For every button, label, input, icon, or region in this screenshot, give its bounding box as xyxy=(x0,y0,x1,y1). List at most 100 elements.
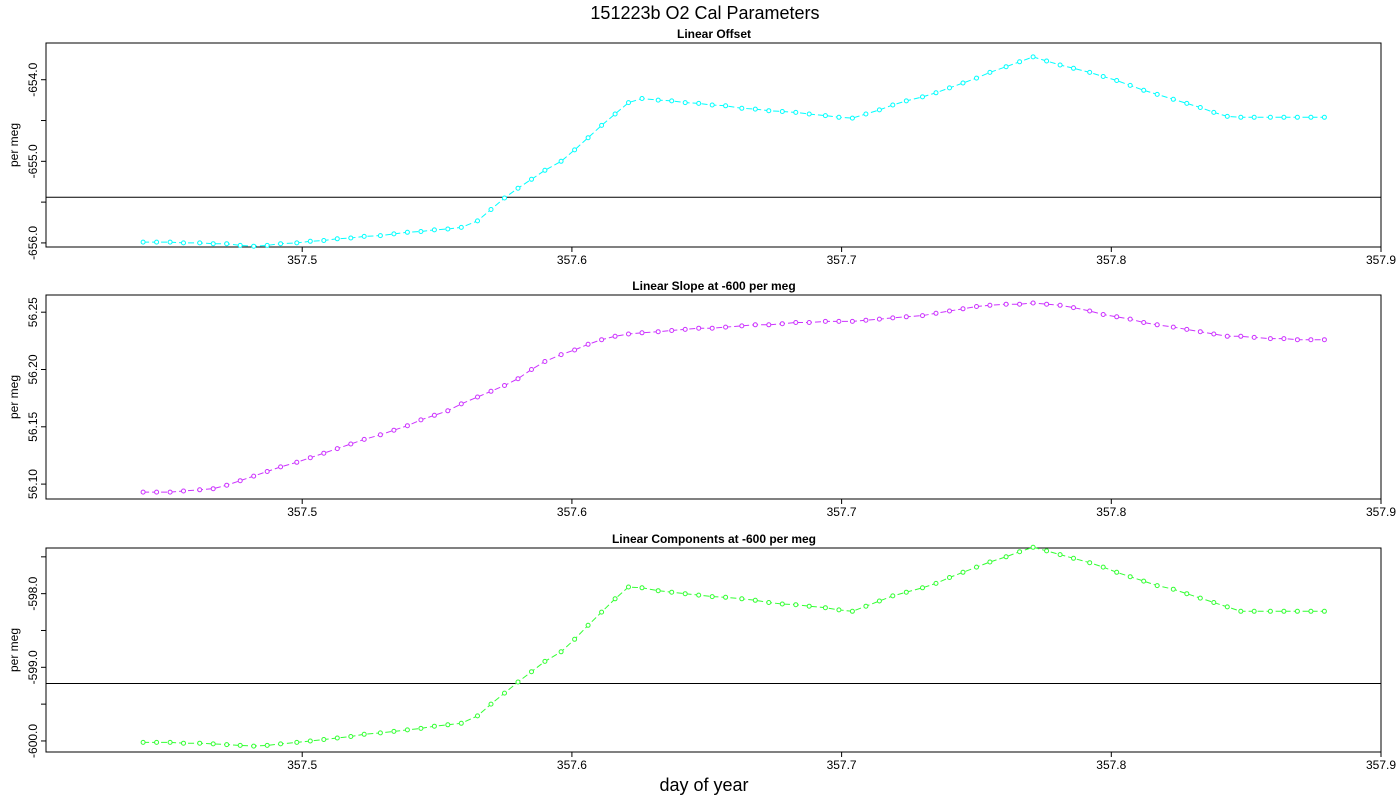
data-point xyxy=(1087,308,1093,314)
data-point xyxy=(1211,331,1217,337)
data-point xyxy=(154,739,160,745)
data-point xyxy=(1321,114,1327,120)
y-tick-label: -599.0 xyxy=(26,650,40,684)
data-point xyxy=(475,394,480,400)
data-point xyxy=(947,308,952,314)
data-point xyxy=(920,94,925,100)
data-point xyxy=(224,482,230,488)
data-point xyxy=(1030,300,1036,306)
data-point xyxy=(251,243,257,249)
data-point xyxy=(1100,74,1106,79)
data-point xyxy=(903,98,909,104)
data-point xyxy=(626,584,631,590)
data-point xyxy=(1211,600,1217,605)
x-tick-label: 357.9 xyxy=(1366,758,1396,772)
data-point xyxy=(210,741,216,747)
data-point xyxy=(1071,65,1076,71)
data-point xyxy=(1017,549,1023,555)
data-point xyxy=(752,322,758,328)
data-point xyxy=(264,742,270,748)
data-point xyxy=(1044,548,1050,554)
data-point xyxy=(863,111,869,117)
data-point xyxy=(739,105,745,111)
y-tick-label: 56.10 xyxy=(26,469,40,499)
x-tick-label: 357.5 xyxy=(287,253,317,267)
data-point xyxy=(572,147,578,153)
y-tick-label: -655.0 xyxy=(26,144,40,178)
x-tick-label: 357.8 xyxy=(1096,758,1126,772)
data-point xyxy=(903,589,909,595)
data-point xyxy=(1224,604,1230,610)
data-point xyxy=(863,317,869,323)
data-point xyxy=(682,326,688,332)
data-point xyxy=(361,233,367,239)
data-point xyxy=(307,738,313,744)
data-point xyxy=(612,596,618,602)
data-point xyxy=(1294,114,1300,120)
data-point xyxy=(1170,586,1176,592)
data-point xyxy=(1114,314,1120,320)
x-tick-label: 357.5 xyxy=(287,505,317,519)
data-point xyxy=(542,167,548,173)
panel-title: Linear Slope at -600 per meg xyxy=(632,279,795,293)
data-point xyxy=(181,488,186,494)
data-point xyxy=(890,102,896,108)
data-point xyxy=(529,367,534,372)
data-point xyxy=(974,75,979,81)
data-point xyxy=(1127,316,1133,322)
data-point xyxy=(1114,78,1120,83)
data-point xyxy=(1030,544,1036,550)
data-point xyxy=(836,114,842,120)
data-point xyxy=(1197,105,1203,110)
data-point xyxy=(334,446,340,452)
data-point xyxy=(1141,578,1147,584)
data-point xyxy=(1211,109,1217,115)
data-point xyxy=(682,591,688,597)
data-point xyxy=(849,318,855,324)
data-point xyxy=(167,239,173,245)
x-tick-label: 357.6 xyxy=(557,505,587,519)
data-point xyxy=(1114,569,1120,575)
data-point xyxy=(307,455,313,461)
data-point xyxy=(822,605,828,611)
data-point xyxy=(167,739,173,745)
data-point xyxy=(251,743,257,749)
plot-frame xyxy=(45,547,1382,753)
data-point xyxy=(1017,301,1023,307)
data-point xyxy=(1197,329,1203,335)
data-point xyxy=(488,207,494,212)
data-point xyxy=(488,701,494,707)
data-point xyxy=(1238,608,1244,614)
data-point xyxy=(974,304,979,309)
data-point xyxy=(278,741,284,747)
data-point xyxy=(404,727,410,733)
data-point xyxy=(264,242,270,248)
data-point xyxy=(431,227,437,233)
data-point xyxy=(639,96,645,101)
data-point xyxy=(294,459,300,465)
data-point xyxy=(849,115,855,121)
data-point xyxy=(599,337,605,343)
data-point xyxy=(515,679,521,685)
y-tick-label: -656.0 xyxy=(26,226,40,260)
data-point xyxy=(181,740,186,746)
data-point xyxy=(890,593,896,599)
series-line xyxy=(143,56,1325,247)
data-point xyxy=(197,487,203,493)
data-point xyxy=(1308,608,1314,614)
data-point xyxy=(529,669,534,675)
data-point xyxy=(237,242,243,248)
data-point xyxy=(224,241,230,247)
data-point xyxy=(294,240,300,246)
data-point xyxy=(1224,333,1230,339)
data-point xyxy=(140,739,146,745)
data-point xyxy=(585,135,591,141)
data-point xyxy=(445,408,451,414)
data-point xyxy=(1267,608,1273,614)
x-tick-label: 357.6 xyxy=(557,253,587,267)
data-point xyxy=(1294,608,1300,614)
data-point xyxy=(502,195,507,201)
data-point xyxy=(475,218,480,224)
data-point xyxy=(1044,58,1050,64)
data-point xyxy=(1238,114,1244,120)
